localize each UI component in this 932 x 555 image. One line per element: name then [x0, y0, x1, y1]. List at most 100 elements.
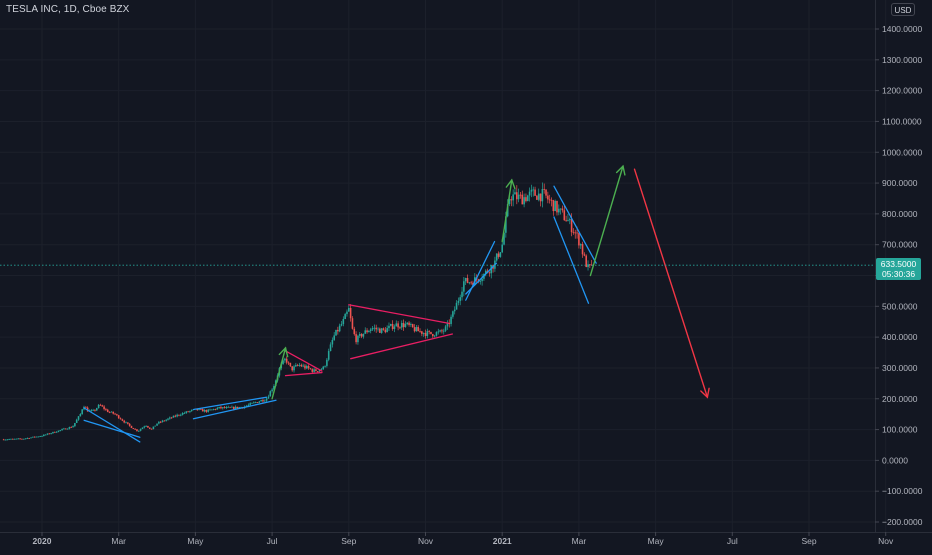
channel-trend-line[interactable]: [192, 396, 267, 411]
last-price-value: 633.5000: [880, 259, 917, 270]
green-arrow[interactable]: [501, 179, 513, 243]
candle-body: [453, 309, 456, 312]
green-arrow[interactable]: [589, 165, 624, 277]
candle-body: [174, 415, 177, 417]
candle-body: [136, 429, 138, 432]
candle-body: [231, 406, 233, 408]
candle-body: [470, 282, 472, 284]
price-tick-label: 1100.0000: [882, 116, 922, 126]
candle-body: [576, 232, 578, 234]
candle-body: [85, 406, 87, 408]
candle-body: [39, 436, 41, 438]
candle-body: [17, 438, 20, 440]
candle-body: [298, 364, 301, 366]
green-arrow[interactable]: [271, 347, 287, 400]
channel-trend-line[interactable]: [83, 407, 141, 443]
candle-body: [53, 431, 56, 433]
candle-body: [11, 438, 14, 440]
candle-body: [99, 404, 102, 406]
candle-body: [346, 311, 348, 315]
candle-body: [263, 400, 266, 402]
channel-trend-line[interactable]: [465, 240, 496, 301]
price-tick-label: 700.0000: [882, 240, 918, 250]
candle-body: [313, 369, 315, 372]
candle-body: [61, 429, 63, 431]
candle-body: [110, 411, 113, 413]
candle-body: [105, 409, 107, 410]
candle-body: [342, 319, 345, 324]
candle-body: [134, 428, 136, 430]
candle-body: [545, 189, 547, 196]
price-tick-label: 0.0000: [882, 455, 908, 465]
candle-body: [444, 326, 447, 331]
candle-body: [581, 244, 584, 255]
candle-body: [271, 389, 273, 392]
candle-body: [587, 264, 589, 267]
candle-body: [273, 385, 275, 390]
wedge-trend-line[interactable]: [284, 350, 323, 372]
candle-body: [537, 193, 540, 200]
candle-body: [101, 405, 104, 407]
candle-body: [320, 369, 323, 370]
candle-body: [152, 426, 155, 430]
time-axis[interactable]: 2020 Mar May Jul Sep Nov 2021 Mar May Jul Sep Nov: [33, 532, 894, 546]
candle-body: [362, 333, 365, 337]
candle-body: [209, 409, 211, 411]
candle-body: [526, 195, 529, 202]
candle-body: [510, 199, 513, 201]
channel-trend-line[interactable]: [553, 216, 590, 304]
candle-body: [534, 189, 536, 196]
candle-body: [340, 323, 343, 326]
candle-body: [380, 328, 383, 333]
candle-body: [185, 411, 188, 413]
candle-body: [400, 323, 403, 328]
candle-body: [324, 365, 326, 367]
red-projection-arrow[interactable]: [633, 168, 709, 398]
wedge-trend-line[interactable]: [350, 333, 453, 360]
candle-body: [360, 334, 363, 337]
candle-body: [455, 302, 458, 310]
candle-body: [318, 369, 321, 372]
price-tick-label: 500.0000: [882, 301, 918, 311]
candle-body: [112, 411, 115, 414]
wedge-trend-line[interactable]: [284, 371, 323, 377]
candle-body: [59, 430, 62, 431]
time-tick-label: Mar: [572, 536, 587, 546]
candle-body: [348, 307, 350, 312]
candle-body: [532, 189, 535, 191]
candle-body: [435, 332, 438, 336]
candle-body: [183, 412, 186, 414]
candle-body: [178, 414, 180, 416]
candle-body: [212, 408, 215, 410]
candle-body: [410, 324, 412, 325]
candle-body: [289, 362, 292, 367]
price-tick-label: 200.0000: [882, 394, 918, 404]
currency-button[interactable]: USD: [891, 3, 915, 16]
candle-body: [141, 427, 144, 430]
channel-trend-line[interactable]: [83, 419, 141, 438]
candle-body: [448, 323, 451, 324]
channel-trend-line[interactable]: [553, 185, 597, 264]
green-arrow-head: [278, 346, 289, 358]
candle-body: [28, 438, 31, 439]
candle-body: [305, 366, 308, 369]
candle-body: [574, 232, 577, 234]
candle-body: [227, 406, 230, 408]
candle-body: [517, 194, 520, 200]
candle-body: [307, 366, 310, 369]
wedge-trend-line[interactable]: [348, 304, 450, 324]
candle-body: [550, 199, 553, 201]
time-tick-label: Nov: [418, 536, 434, 546]
channel-trend-line[interactable]: [192, 399, 277, 420]
candle-body: [399, 327, 401, 329]
candle-body: [103, 406, 105, 410]
candle-body: [176, 414, 178, 417]
candle-body: [143, 426, 146, 428]
candle-body: [81, 409, 83, 415]
candle-body: [247, 404, 250, 406]
candle-body: [167, 418, 169, 420]
channel-trend-line[interactable]: [465, 262, 498, 295]
candle-body: [145, 425, 147, 427]
